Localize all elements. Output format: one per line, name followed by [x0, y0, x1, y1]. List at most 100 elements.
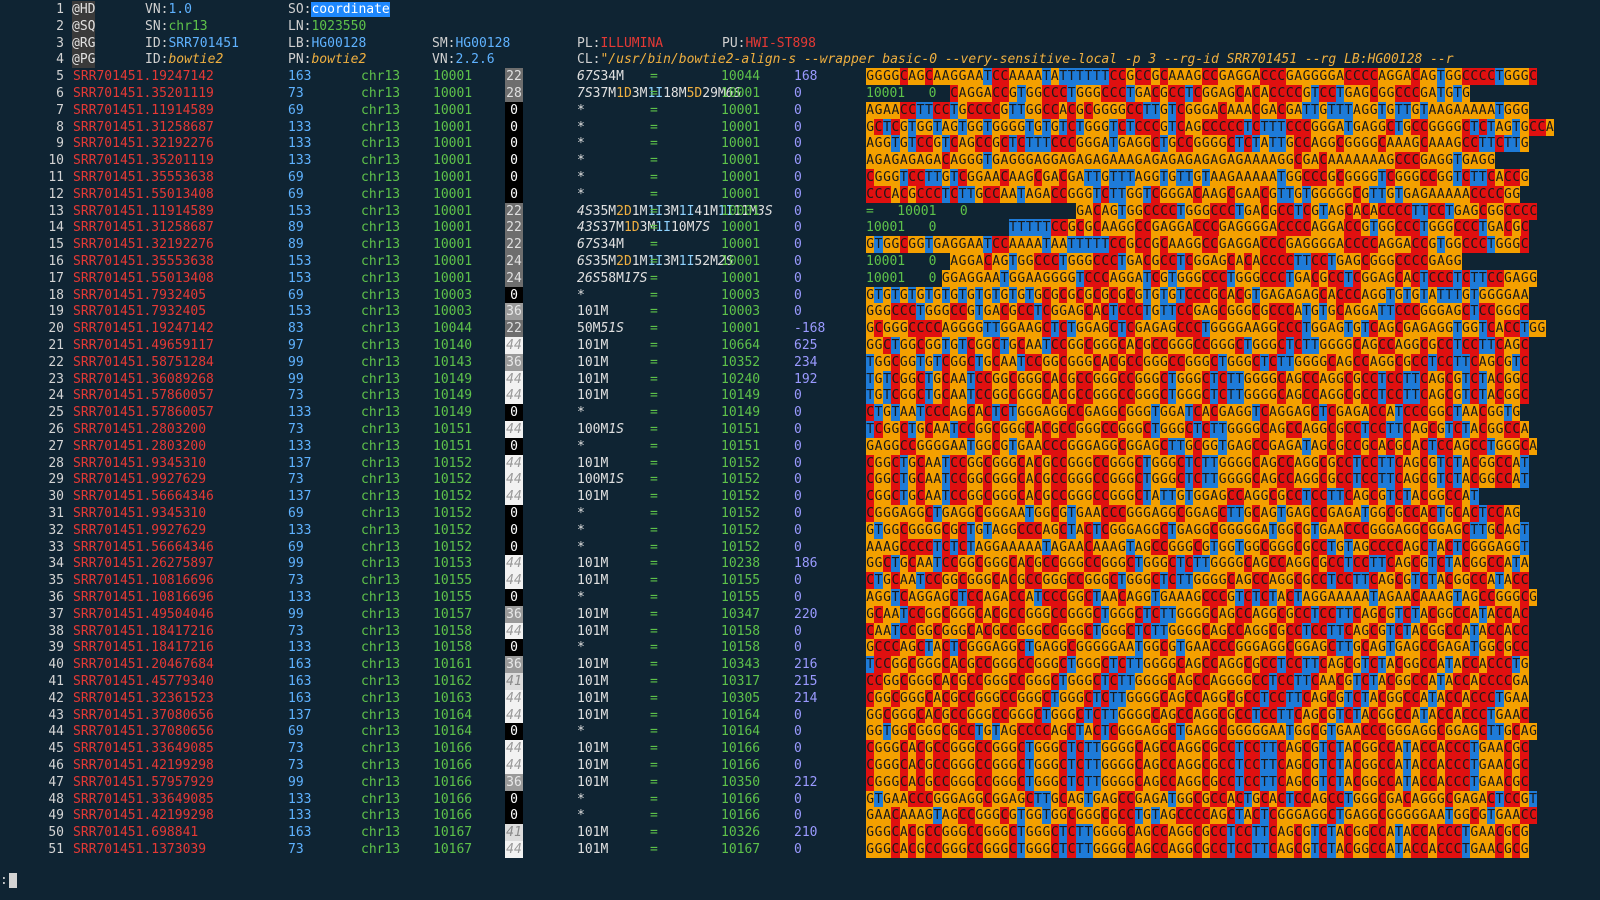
field-key: VN:: [145, 2, 169, 17]
mapping-quality: 22: [505, 219, 523, 237]
reference-name: chr13: [361, 119, 401, 135]
position: 10151: [433, 422, 473, 437]
alignment-record[interactable]: 8 SRR701451.31258687 133 chr13 10001 0 * = 10001…: [0, 118, 1600, 136]
sequence: GTGGCGGTGAGGAATCCAAAATAATTTTTCCGCCGCAAGG…: [866, 236, 1529, 254]
reference-name: chr13: [361, 304, 401, 320]
alignment-record[interactable]: 10 SRR701451.35201119 133 chr13 10001 0 * = 1000…: [0, 152, 1600, 170]
flag: 137: [288, 707, 312, 723]
sequence: GTGAACCCGGGAGGCGGAGCTTGCAGTGAGCCGAGATGGC…: [866, 790, 1538, 808]
alignment-record[interactable]: 9 SRR701451.32192276 133 chr13 10001 0 * = 10001…: [0, 135, 1600, 153]
alignment-record[interactable]: 47 SRR701451.57957929 99 chr13 10166 36 101M = 1…: [0, 773, 1600, 791]
alignment-record[interactable]: 20 SRR701451.19247142 83 chr13 10044 22 50M51S…: [0, 320, 1600, 338]
alignment-record[interactable]: 32 SRR701451.9927629 133 chr13 10152 0 * = 10152…: [0, 521, 1600, 539]
alignment-record[interactable]: 36 SRR701451.10816696 133 chr13 10155 0 * = 1015…: [0, 589, 1600, 606]
alignment-record[interactable]: 17 SRR701451.55013408 153 chr13 10001 24 26S58…: [0, 269, 1600, 287]
template-length: 0: [794, 422, 802, 437]
reference-name: chr13: [361, 220, 401, 236]
read-name: SRR701451.57957929: [73, 774, 214, 790]
alignment-record[interactable]: 49 SRR701451.42199298 133 chr13 10166 0 * = 1016…: [0, 807, 1600, 825]
alignment-record[interactable]: 23 SRR701451.36089268 99 chr13 10149 44 101M = 1…: [0, 370, 1600, 388]
alignment-record[interactable]: 44 SRR701451.37080656 69 chr13 10164 0 * = 10164…: [0, 723, 1600, 741]
mate-reference: =: [650, 657, 658, 673]
command-line[interactable]: :: [0, 872, 17, 889]
template-length: 0: [794, 287, 802, 303]
read-name: SRR701451.18417216: [73, 623, 214, 639]
alignment-record[interactable]: 24 SRR701451.57860057 73 chr13 10149 44 101M = 1…: [0, 387, 1600, 405]
template-length: 0: [794, 455, 802, 471]
position: 10149: [433, 388, 473, 404]
mate-position: 10152: [721, 489, 761, 505]
sequence: AAAGCCCCTCTCTAGGAAAAATAGAACAAAGTAGCCGGGC…: [866, 538, 1529, 556]
sequence: AGGTGTCCGTCAGCCGCTCTTTCCCGGGATGAGGCTGCCG…: [866, 135, 1529, 153]
alignment-record[interactable]: 12 SRR701451.55013408 69 chr13 10001 0 * = 10001…: [0, 185, 1600, 203]
mate-position: 10166: [721, 758, 761, 773]
field-value[interactable]: coordinate: [311, 2, 390, 17]
alignment-record[interactable]: 46 SRR701451.42199298 73 chr13 10166 44 101M = 1…: [0, 757, 1600, 774]
alignment-record[interactable]: 35 SRR701451.10816696 73 chr13 10155 44 101M = 1…: [0, 572, 1600, 590]
mate-reference: =: [650, 388, 658, 404]
alignment-record[interactable]: 15 SRR701451.32192276 89 chr13 10001 22 67S34M…: [0, 236, 1600, 254]
flag: 133: [288, 590, 312, 605]
alignment-record[interactable]: 40 SRR701451.20467684 163 chr13 10161 36 101M =…: [0, 656, 1600, 674]
alignment-record[interactable]: 31 SRR701451.9345310 69 chr13 10152 0 * = 10152 0…: [0, 505, 1600, 522]
alignment-record[interactable]: 26 SRR701451.2803200 73 chr13 10151 44 100M1S =…: [0, 421, 1600, 438]
alignment-record[interactable]: 11 SRR701451.35553638 69 chr13 10001 0 * = 10001…: [0, 169, 1600, 186]
mate-position: 10158: [721, 640, 761, 656]
alignment-record[interactable]: 50 SRR701451.698841 163 chr13 10167 41 101M = 10…: [0, 824, 1600, 842]
mapping-quality: 44: [505, 421, 523, 438]
alignment-record[interactable]: 45 SRR701451.33649085 73 chr13 10166 44 101M = 1…: [0, 740, 1600, 758]
alignment-record[interactable]: 37 SRR701451.49504046 99 chr13 10157 36 101M = 1…: [0, 605, 1600, 623]
mate-position: 10001: [721, 102, 761, 118]
mate-position: 10149: [721, 388, 761, 404]
alignment-record[interactable]: 48 SRR701451.33649085 133 chr13 10166 0 * = 1016…: [0, 790, 1600, 808]
mate-reference: =: [650, 405, 658, 421]
template-length: 0: [794, 119, 802, 135]
alignment-record[interactable]: 28 SRR701451.9345310 137 chr13 10152 44 101M = 1…: [0, 454, 1600, 472]
header-field: SO:coordinate: [288, 1, 390, 18]
alignment-record[interactable]: 51 SRR701451.1373039 73 chr13 10167 44 101M = 10…: [0, 841, 1600, 858]
header-line: 1 @HD VN:1.0 SO:coordinate: [0, 1, 1600, 18]
flag: 99: [288, 606, 304, 622]
read-name: SRR701451.58751284: [73, 354, 214, 370]
alignment-record[interactable]: 27 SRR701451.2803200 133 chr13 10151 0 * = 10151…: [0, 437, 1600, 455]
alignment-record[interactable]: 25 SRR701451.57860057 133 chr13 10149 0 * = 1014…: [0, 404, 1600, 422]
alignment-record[interactable]: 19 SRR701451.7932405 153 chr13 10003 36 101M = 1…: [0, 303, 1600, 321]
alignment-record[interactable]: 38 SRR701451.18417216 73 chr13 10158 44 101M = 1…: [0, 622, 1600, 640]
alignment-record[interactable]: 29 SRR701451.9927629 73 chr13 10152 44 100M1S =…: [0, 471, 1600, 489]
alignment-record[interactable]: 42 SRR701451.32361523 163 chr13 10163 44 101M =…: [0, 689, 1600, 707]
position: 10140: [433, 338, 473, 353]
template-length: 0: [794, 203, 802, 219]
alignment-record[interactable]: 22 SRR701451.58751284 99 chr13 10143 36 101M = 1…: [0, 353, 1600, 371]
alignment-record[interactable]: 7 SRR701451.11914589 69 chr13 10001 0 * = 10001 0…: [0, 101, 1600, 119]
position: 10167: [433, 825, 473, 841]
mapping-quality: 22: [505, 236, 523, 254]
alignment-record[interactable]: 34 SRR701451.26275897 99 chr13 10153 44 101M = 1…: [0, 555, 1600, 573]
flag: 99: [288, 556, 304, 572]
alignment-record[interactable]: 5 SRR701451.19247142 163 chr13 10001 22 67S34M…: [0, 68, 1600, 86]
cigar: 101M: [577, 354, 609, 370]
alignment-record[interactable]: 14 SRR701451.31258687 89 chr13 10001 22 43S37M…: [0, 219, 1600, 237]
alignment-record[interactable]: 18 SRR701451.7932405 69 chr13 10003 0 * = 10003 0…: [0, 286, 1600, 304]
alignment-record[interactable]: 30 SRR701451.56664346 137 chr13 10152 44 101M =…: [0, 488, 1600, 506]
mate-position: 10001: [721, 170, 761, 185]
alignment-record[interactable]: 13 SRR701451.11914589 153 chr13 10001 22 4S35M…: [0, 202, 1600, 220]
read-name: SRR701451.9927629: [73, 472, 207, 488]
sequence: GAACAAAGTAGCCGGGCGTGGTGGCGGGCGCCTGTAGCCC…: [866, 807, 1538, 825]
flag: 137: [288, 455, 312, 471]
cigar: *: [577, 287, 585, 303]
line-number: 32: [48, 522, 64, 538]
alignment-record[interactable]: 41 SRR701451.45779340 163 chr13 10162 41 101M =…: [0, 673, 1600, 690]
alignment-record[interactable]: 21 SRR701451.49659117 97 chr13 10140 44 101M = 1…: [0, 337, 1600, 354]
read-name: SRR701451.11914589: [73, 102, 214, 118]
alignment-record[interactable]: 6 SRR701451.35201119 73 chr13 10001 28 7S37M1D…: [0, 85, 1600, 102]
sequence: CGGCTGCAATCCGGCGGGCACGCCGGGCCGGGCTGGGCTC…: [866, 454, 1529, 472]
read-name: SRR701451.57860057: [73, 388, 214, 404]
alignment-record[interactable]: 43 SRR701451.37080656 137 chr13 10164 44 101M =…: [0, 706, 1600, 724]
mate-position: 10001: [721, 119, 761, 135]
mapping-quality: 0: [505, 169, 523, 186]
position: 10152: [433, 455, 473, 471]
alignment-record[interactable]: 33 SRR701451.56664346 69 chr13 10152 0 * = 10152…: [0, 538, 1600, 556]
alignment-record[interactable]: 39 SRR701451.18417216 133 chr13 10158 0 * = 1015…: [0, 639, 1600, 657]
alignment-record[interactable]: 16 SRR701451.35553638 153 chr13 10001 24 6S35M…: [0, 253, 1600, 270]
